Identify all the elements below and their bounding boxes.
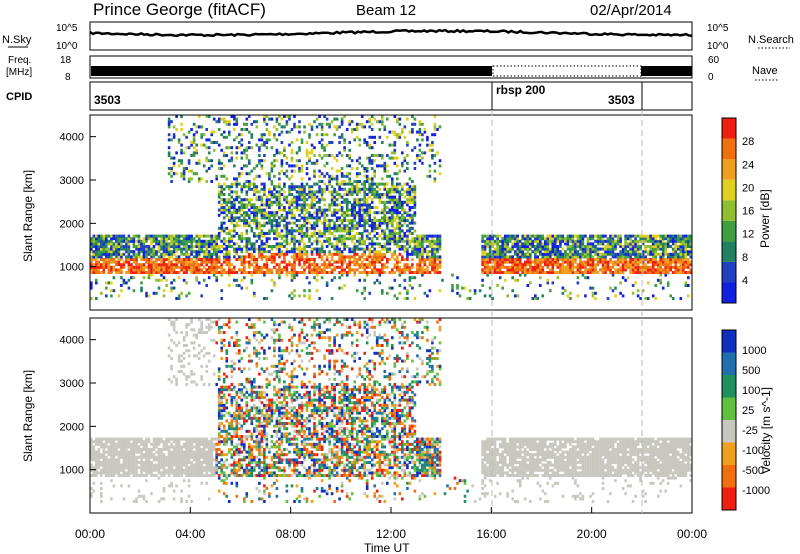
noise-right-label: N.Search — [748, 34, 794, 46]
colorbar-swatch — [722, 465, 736, 488]
cpid-panel: CPID 3503 rbsp 200 3503 — [6, 81, 693, 111]
y-tick-label: 1000 — [60, 262, 84, 274]
colorbar-tick: 100 — [742, 385, 760, 397]
cpid-label: CPID — [6, 91, 32, 103]
noise-tick-top-left: 10^5 — [56, 23, 78, 34]
colorbar-tick: 25 — [742, 405, 754, 417]
nave-tick-bottom: 0 — [708, 72, 714, 83]
noise-tick-bottom-left: 10^0 — [56, 41, 78, 52]
x-tick-label: 00:00 — [75, 527, 105, 541]
power-data-layer — [90, 115, 693, 300]
colorbar-tick: 28 — [742, 136, 754, 148]
colorbar-tick: -100 — [742, 445, 764, 457]
colorbar-tick: 500 — [742, 365, 760, 377]
cpid-seg-3: 3503 — [608, 93, 635, 107]
date-title: 02/Apr/2014 — [590, 2, 672, 19]
x-axis: 00:00 04:00 08:00 12:00 16:00 20:00 00:00 — [75, 507, 707, 541]
power-panel: 1000 2000 3000 4000 Slant Range [km] — [21, 114, 693, 311]
colorbar-tick: 16 — [742, 206, 754, 218]
y-tick-label: 2000 — [60, 421, 84, 433]
x-tick-label: 20:00 — [577, 527, 607, 541]
freq-bar-1 — [91, 66, 492, 76]
colorbar-swatch — [722, 159, 736, 180]
colorbar-swatch — [722, 397, 736, 420]
colorbar-tick: 1000 — [742, 345, 766, 357]
colorbar-swatch — [722, 330, 736, 353]
noise-tick-top-right: 10^5 — [707, 23, 729, 34]
colorbar-swatch — [722, 220, 736, 242]
colorbar-swatch — [722, 375, 736, 398]
colorbar-swatch — [722, 352, 736, 375]
nave-tick-top: 60 — [708, 55, 720, 66]
noise-panel: N.Sky 10^5 10^0 10^5 10^0 N.Search — [2, 21, 794, 52]
velocity-colorbar: 1000 500 100 25 -25 -100 -500 -1000 Velocity [m… — [721, 329, 773, 511]
freq-bar-2 — [641, 66, 692, 76]
x-tick-label: 00:00 — [677, 527, 707, 541]
colorbar-swatch — [722, 282, 736, 303]
colorbar-swatch — [722, 241, 736, 262]
colorbar-swatch — [722, 179, 736, 201]
freq-panel: Freq. [MHz] 18 8 60 0 Nave — [6, 55, 779, 83]
x-tick-label: 16:00 — [476, 527, 506, 541]
colorbar-tick: -25 — [742, 425, 758, 437]
velocity-colorbar-label: Velocity [m s^-1] — [759, 387, 773, 474]
velocity-y-ticks: 1000 2000 3000 4000 — [60, 335, 96, 477]
colorbar-swatch — [722, 138, 736, 160]
noise-left-label: N.Sky — [2, 34, 32, 46]
station-title: Prince George (fitACF) — [93, 0, 266, 19]
colorbar-swatch — [722, 200, 736, 221]
power-colorbar-label: Power [dB] — [758, 189, 772, 248]
cpid-seg-2: rbsp 200 — [496, 83, 546, 97]
colorbar-tick: 24 — [742, 159, 754, 171]
freq-tick-bottom: 8 — [65, 72, 71, 83]
noise-sky-line — [89, 28, 693, 38]
freq-tick-top: 18 — [60, 55, 72, 66]
x-tick-label: 08:00 — [276, 527, 306, 541]
power-colorbar: 28 24 20 16 12 8 4 Power [dB] — [721, 117, 772, 304]
y-tick-label: 3000 — [60, 378, 84, 390]
power-y-ticks: 1000 2000 3000 4000 — [60, 132, 96, 274]
velocity-data-layer — [90, 318, 693, 503]
y-tick-label: 1000 — [60, 465, 84, 477]
freq-label-2: [MHz] — [6, 67, 32, 78]
velocity-panel: 1000 2000 3000 4000 Slant Range [km] — [21, 317, 693, 514]
colorbar-tick: 20 — [742, 182, 754, 194]
y-tick-label: 2000 — [60, 218, 84, 230]
colorbar-swatch — [722, 420, 736, 443]
colorbar-swatch — [722, 118, 736, 139]
velocity-ylabel: Slant Range [km] — [21, 370, 35, 462]
colorbar-tick: 4 — [742, 275, 748, 287]
colorbar-tick: -1000 — [742, 485, 770, 497]
nave-label: Nave — [752, 65, 778, 77]
cpid-seg-1: 3503 — [94, 93, 121, 107]
x-tick-label: 12:00 — [376, 527, 406, 541]
colorbar-tick: 12 — [742, 229, 754, 241]
y-tick-label: 4000 — [60, 335, 84, 347]
power-ylabel: Slant Range [km] — [21, 170, 35, 262]
beam-title: Beam 12 — [356, 2, 416, 19]
colorbar-tick: 8 — [742, 252, 748, 264]
colorbar-tick: -500 — [742, 465, 764, 477]
nave-dotted-box — [492, 65, 642, 77]
y-tick-label: 3000 — [60, 175, 84, 187]
colorbar-swatch — [722, 487, 736, 510]
x-tick-label: 04:00 — [175, 527, 205, 541]
time-markers — [491, 110, 643, 513]
colorbar-swatch — [722, 261, 736, 283]
freq-label-1: Freq. — [8, 55, 31, 66]
colorbar-swatch — [722, 442, 736, 465]
y-tick-label: 4000 — [60, 132, 84, 144]
x-axis-label: Time UT — [364, 541, 410, 554]
noise-tick-bottom-right: 10^0 — [707, 41, 729, 52]
